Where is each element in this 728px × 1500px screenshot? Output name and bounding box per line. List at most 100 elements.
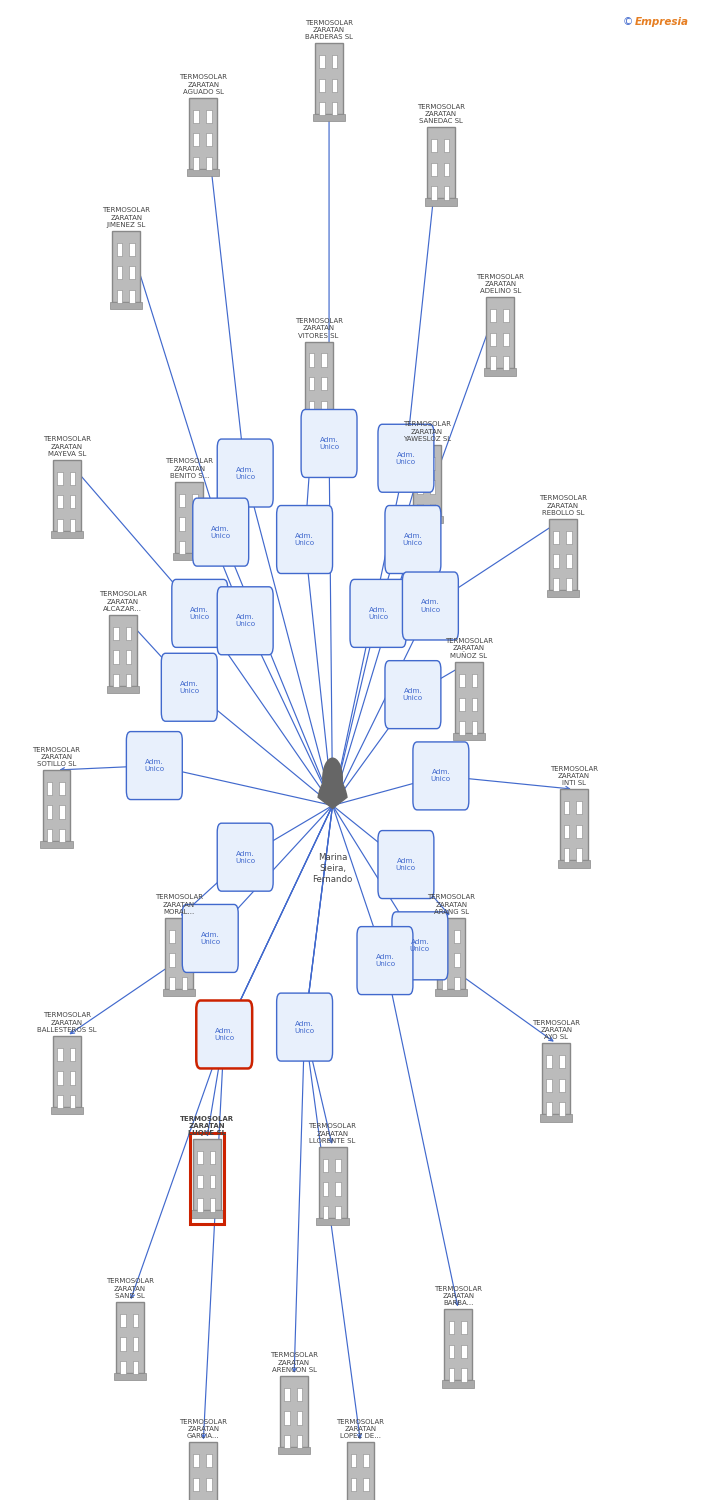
Bar [491,333,496,346]
Bar [553,578,559,591]
Bar [163,988,195,996]
Bar [547,1078,552,1092]
Bar [431,186,437,200]
Bar [285,1412,290,1425]
Text: Adm.
Unico: Adm. Unico [214,1028,234,1041]
Bar [173,554,205,560]
Bar [413,446,441,516]
Bar [321,354,327,366]
Bar [438,918,465,988]
Bar [70,1048,76,1060]
Bar [206,134,212,147]
Bar [181,930,187,944]
Bar [430,480,435,494]
Bar [47,830,52,843]
Text: Adm.
Unico: Adm. Unico [319,436,339,450]
Bar [278,1446,310,1454]
Bar [564,849,569,861]
Bar [180,542,185,555]
Bar [194,110,199,123]
Bar [180,494,185,507]
Bar [59,830,65,843]
Bar [297,1412,303,1425]
Circle shape [323,758,342,800]
Text: TERMOSOLAR
ZARATAN
MAYEVA SL: TERMOSOLAR ZARATAN MAYEVA SL [43,436,91,457]
Bar [566,531,571,544]
Bar [58,495,63,508]
Bar [553,531,559,544]
Bar [559,1054,565,1068]
Bar [42,770,71,842]
Bar [197,1198,202,1212]
Bar [336,1206,341,1219]
Bar [132,1314,138,1328]
Text: Adm.
Unico: Adm. Unico [375,954,395,968]
Bar [484,368,516,375]
Bar [120,1314,126,1328]
Bar [461,1344,467,1358]
Text: Adm.
Unico: Adm. Unico [235,466,256,480]
Bar [309,400,314,414]
Bar [109,615,137,686]
Bar [280,1376,308,1446]
Text: Adm.
Unico: Adm. Unico [431,770,451,783]
Text: TERMOSOLAR
ZARATAN
GARCIA...: TERMOSOLAR ZARATAN GARCIA... [179,1419,227,1440]
Bar [303,413,335,420]
Text: Adm.
Unico: Adm. Unico [190,608,210,619]
Bar [58,1095,63,1108]
Text: TERMOSOLAR
ZARATAN
SANEDAC SL: TERMOSOLAR ZARATAN SANEDAC SL [417,104,465,125]
Bar [169,976,175,990]
Bar [315,44,343,114]
Bar [129,266,135,279]
Bar [332,56,338,68]
Text: TERMOSOLAR
ZARATAN
LOPEZ DE...: TERMOSOLAR ZARATAN LOPEZ DE... [336,1419,384,1440]
Bar [564,801,569,814]
Text: TERMOSOLAR
ZARATAN
LUQUE SL: TERMOSOLAR ZARATAN LUQUE SL [180,1116,234,1137]
Bar [70,519,76,532]
Bar [443,1380,475,1388]
Bar [181,952,187,966]
Bar [120,1338,126,1350]
Text: TERMOSOLAR
ZARATAN
MUÑOZ SL: TERMOSOLAR ZARATAN MUÑOZ SL [445,638,493,658]
Bar [51,1107,83,1114]
Bar [116,243,122,256]
Bar [107,686,139,693]
Bar [443,164,449,176]
Bar [336,1182,341,1196]
Bar [187,168,219,176]
Text: Adm.
Unico: Adm. Unico [295,1020,314,1034]
Bar [132,1360,138,1374]
Bar [547,1054,552,1068]
Wedge shape [318,776,347,808]
Bar [126,651,131,663]
FancyBboxPatch shape [357,927,413,994]
Bar [363,1454,369,1467]
Bar [417,458,423,470]
Text: TERMOSOLAR
ZARATAN
SOTILLO SL: TERMOSOLAR ZARATAN SOTILLO SL [33,747,81,766]
Bar [210,1174,215,1188]
FancyBboxPatch shape [403,572,459,640]
Bar [313,114,345,122]
Bar [454,976,460,990]
FancyBboxPatch shape [182,904,238,972]
Bar [41,842,73,849]
Bar [577,825,582,839]
Bar [442,930,447,944]
Bar [443,140,449,153]
Bar [503,309,509,322]
Bar [547,1102,552,1116]
Bar [189,98,217,168]
Bar [472,674,478,687]
Bar [454,930,460,944]
Text: TERMOSOLAR
ZARATAN
YAWESLOZ SL: TERMOSOLAR ZARATAN YAWESLOZ SL [403,422,451,442]
Bar [559,1102,565,1116]
Text: Adm.
Unico: Adm. Unico [200,932,221,945]
Bar [566,555,571,567]
FancyBboxPatch shape [217,440,273,507]
Bar [210,1198,215,1212]
Bar [129,243,135,256]
Bar [577,849,582,861]
Bar [431,140,437,153]
Text: TERMOSOLAR
ZARATAN
SANZ SL: TERMOSOLAR ZARATAN SANZ SL [106,1278,154,1299]
Bar [321,400,327,414]
